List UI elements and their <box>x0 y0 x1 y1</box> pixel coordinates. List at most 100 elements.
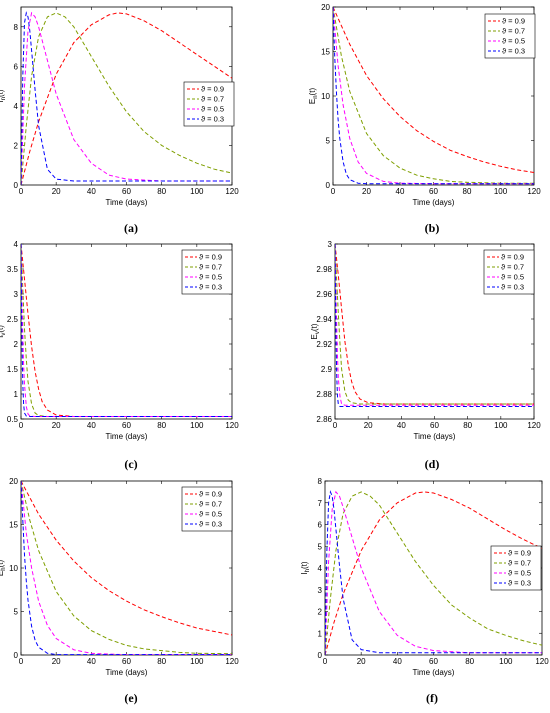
x-tick-label: 0 <box>19 421 24 430</box>
x-tick-label: 60 <box>122 421 131 430</box>
series-line <box>21 11 232 185</box>
x-tick-label: 100 <box>494 421 508 430</box>
y-tick-label: 8 <box>318 477 323 486</box>
x-tick-label: 80 <box>157 421 166 430</box>
x-tick-label: 100 <box>499 657 513 666</box>
x-tick-label: 0 <box>323 657 328 666</box>
x-tick-label: 100 <box>190 187 204 196</box>
x-tick-label: 120 <box>527 421 541 430</box>
panel-label: (d) <box>425 457 440 471</box>
x-tick-label: 20 <box>362 187 371 196</box>
y-tick-label: 2.5 <box>7 315 19 324</box>
x-tick-label: 20 <box>52 187 61 196</box>
legend-label: ϑ = 0.9 <box>199 490 222 499</box>
x-tick-label: 0 <box>19 187 24 196</box>
panel-label: (e) <box>124 691 137 705</box>
legend-label: ϑ = 0.7 <box>508 559 531 568</box>
series-line <box>335 244 534 405</box>
legend-label: ϑ = 0.5 <box>199 273 222 282</box>
series-line <box>21 244 232 417</box>
legend-label: ϑ = 0.7 <box>501 263 524 272</box>
series-line <box>21 481 232 655</box>
legend-label: ϑ = 0.5 <box>508 569 531 578</box>
chart-panel: 0 20 40 60 80 100 120 0 5 10 15 20 Time (days) Eh(t) ϑ… <box>0 477 239 705</box>
x-tick-label: 40 <box>396 187 405 196</box>
y-tick-label: 0 <box>326 181 331 190</box>
series-line <box>325 491 542 655</box>
x-tick-label: 120 <box>225 421 239 430</box>
legend-label: ϑ = 0.9 <box>508 549 531 558</box>
x-tick-label: 40 <box>87 187 96 196</box>
series-line <box>325 490 542 655</box>
legend-label: ϑ = 0.7 <box>201 95 224 104</box>
y-tick-label: 1 <box>14 390 19 399</box>
x-tick-label: 100 <box>190 657 204 666</box>
y-tick-label: 3.5 <box>7 265 19 274</box>
legend-label: ϑ = 0.5 <box>201 105 224 114</box>
panel-label: (c) <box>124 457 137 471</box>
y-tick-label: 2 <box>318 608 323 617</box>
x-tick-label: 40 <box>87 421 96 430</box>
y-tick-label: 20 <box>321 3 330 12</box>
y-tick-label: 0 <box>318 651 323 660</box>
y-tick-label: 1.5 <box>7 365 19 374</box>
x-tick-label: 20 <box>52 421 61 430</box>
x-tick-label: 80 <box>463 421 472 430</box>
x-tick-label: 40 <box>393 657 402 666</box>
x-tick-label: 120 <box>527 187 541 196</box>
series-line <box>325 490 542 655</box>
y-tick-label: 2.96 <box>316 290 332 299</box>
x-tick-label: 20 <box>364 421 373 430</box>
x-tick-label: 100 <box>190 421 204 430</box>
panel-label: (b) <box>425 221 440 235</box>
x-tick-label: 120 <box>225 187 239 196</box>
x-axis-label: Time (days) <box>414 432 456 441</box>
series-line <box>21 244 232 417</box>
y-tick-label: 6 <box>318 521 323 530</box>
x-tick-label: 60 <box>122 187 131 196</box>
legend-label: ϑ = 0.3 <box>508 579 531 588</box>
series-line <box>333 7 534 184</box>
y-tick-label: 2 <box>14 340 19 349</box>
x-tick-label: 80 <box>463 187 472 196</box>
legend-label: ϑ = 0.5 <box>501 273 524 282</box>
y-tick-label: 2.86 <box>316 415 332 424</box>
x-tick-label: 60 <box>122 657 131 666</box>
chart-panel: 0 20 40 60 80 100 120 0 5 10 15 20 Time (days) En(t) ϑ… <box>308 3 541 235</box>
legend-label: ϑ = 0.5 <box>199 510 222 519</box>
y-tick-label: 4 <box>14 240 19 249</box>
legend-label: ϑ = 0.3 <box>199 283 222 292</box>
legend-label: ϑ = 0.3 <box>501 283 524 292</box>
x-tick-label: 120 <box>225 657 239 666</box>
y-tick-label: 2.94 <box>316 315 332 324</box>
legend-label: ϑ = 0.9 <box>502 17 525 26</box>
legend-label: ϑ = 0.9 <box>501 253 524 262</box>
chart-panel: 0 20 40 60 80 100 120 0.5 1 1.5 2 2.5 3 3.5 4 Time (day… <box>0 240 239 471</box>
series-line <box>333 7 534 185</box>
y-tick-label: 10 <box>9 564 18 573</box>
chart-panel: 0 20 40 60 80 100 120 0 2 4 6 8 Time (days) In(t) ϑ = … <box>0 6 239 235</box>
legend-label: ϑ = 0.9 <box>199 253 222 262</box>
series-line <box>21 244 232 417</box>
y-tick-label: 1 <box>318 629 323 638</box>
y-tick-label: 2.9 <box>321 365 333 374</box>
x-axis-label: Time (days) <box>106 668 148 677</box>
y-tick-label: 3 <box>318 586 323 595</box>
series-line <box>335 244 534 406</box>
y-tick-label: 10 <box>321 92 330 101</box>
x-tick-label: 60 <box>430 421 439 430</box>
x-axis-label: Time (days) <box>413 668 455 677</box>
series-line <box>21 481 232 655</box>
x-tick-label: 60 <box>429 657 438 666</box>
legend-label: ϑ = 0.3 <box>502 47 525 56</box>
y-tick-label: 2 <box>14 141 19 150</box>
y-tick-label: 3 <box>328 240 333 249</box>
series-line <box>325 491 542 655</box>
y-tick-label: 5 <box>14 608 19 617</box>
x-tick-label: 80 <box>157 657 166 666</box>
legend-label: ϑ = 0.7 <box>502 27 525 36</box>
x-tick-label: 0 <box>19 657 24 666</box>
y-tick-label: 0 <box>14 651 19 660</box>
series-line <box>333 7 534 173</box>
